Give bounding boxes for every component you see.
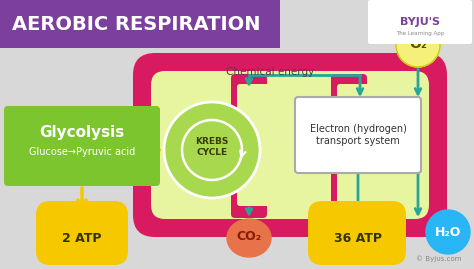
Circle shape — [164, 102, 260, 198]
FancyBboxPatch shape — [237, 145, 331, 206]
Text: Glycolysis: Glycolysis — [39, 126, 125, 140]
Text: Glucose→Pyruvic acid: Glucose→Pyruvic acid — [29, 147, 135, 157]
Text: H₂O: H₂O — [435, 225, 461, 239]
Text: BYJU'S: BYJU'S — [400, 17, 440, 27]
FancyBboxPatch shape — [151, 71, 429, 219]
Text: Chemical energy: Chemical energy — [226, 67, 314, 77]
FancyBboxPatch shape — [36, 201, 128, 265]
FancyBboxPatch shape — [237, 84, 331, 145]
Text: Electron (hydrogen)
transport system: Electron (hydrogen) transport system — [310, 124, 406, 146]
FancyBboxPatch shape — [337, 84, 418, 145]
FancyBboxPatch shape — [295, 97, 421, 173]
Circle shape — [426, 210, 470, 254]
Text: The Learning App: The Learning App — [396, 30, 444, 36]
Text: © Byjus.com: © Byjus.com — [417, 255, 462, 262]
Ellipse shape — [227, 219, 271, 257]
Text: 2 ATP: 2 ATP — [62, 232, 102, 245]
Text: O₂: O₂ — [409, 37, 427, 51]
Text: CO₂: CO₂ — [237, 231, 262, 243]
Text: KREBS
CYCLE: KREBS CYCLE — [195, 137, 228, 157]
FancyBboxPatch shape — [331, 74, 367, 218]
FancyBboxPatch shape — [231, 74, 267, 218]
FancyBboxPatch shape — [0, 0, 280, 48]
FancyBboxPatch shape — [337, 145, 418, 206]
FancyBboxPatch shape — [368, 0, 472, 44]
Text: 36 ATP: 36 ATP — [334, 232, 382, 245]
FancyBboxPatch shape — [133, 53, 447, 237]
FancyBboxPatch shape — [4, 106, 160, 186]
Circle shape — [396, 23, 440, 67]
FancyBboxPatch shape — [308, 201, 406, 265]
Text: AEROBIC RESPIRATION: AEROBIC RESPIRATION — [12, 15, 261, 34]
